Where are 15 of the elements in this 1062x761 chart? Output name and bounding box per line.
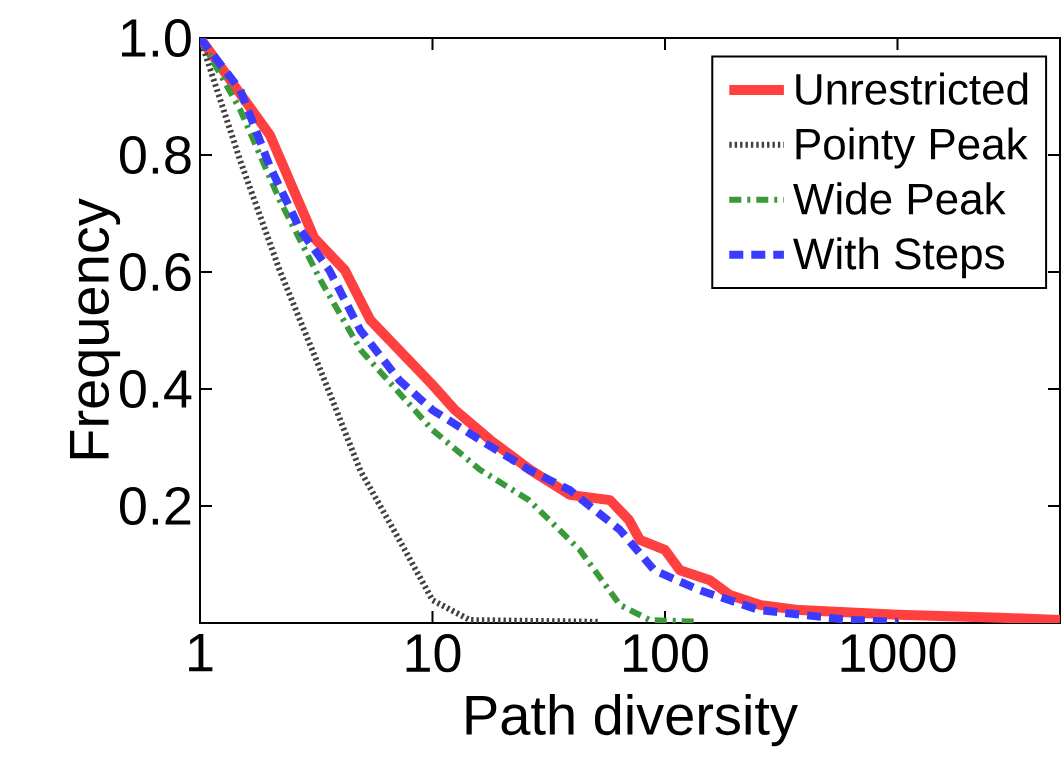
y-tick-label: 1.0 (121, 18, 191, 58)
legend-label: With Steps (793, 237, 1005, 279)
x-tick-label: 10 (406, 634, 461, 673)
y-axis-title: Frequency (70, 198, 121, 459)
x-axis-title: Path diversity (466, 694, 798, 747)
y-tick-label: 0.6 (119, 252, 191, 292)
y-tick-label: 0.8 (119, 135, 191, 175)
y-tick-label: 0.2 (119, 486, 191, 526)
legend-label: Unrestricted (796, 72, 1028, 105)
x-tick-label: 1 (189, 634, 213, 672)
x-tick-label: 1000 (841, 634, 956, 673)
x-tick-label: 100 (624, 634, 708, 673)
legend-label: Pointy Peak (796, 127, 1028, 169)
y-tick-label: 0.4 (119, 369, 192, 409)
legend-label: Wide Peak (793, 182, 1006, 215)
